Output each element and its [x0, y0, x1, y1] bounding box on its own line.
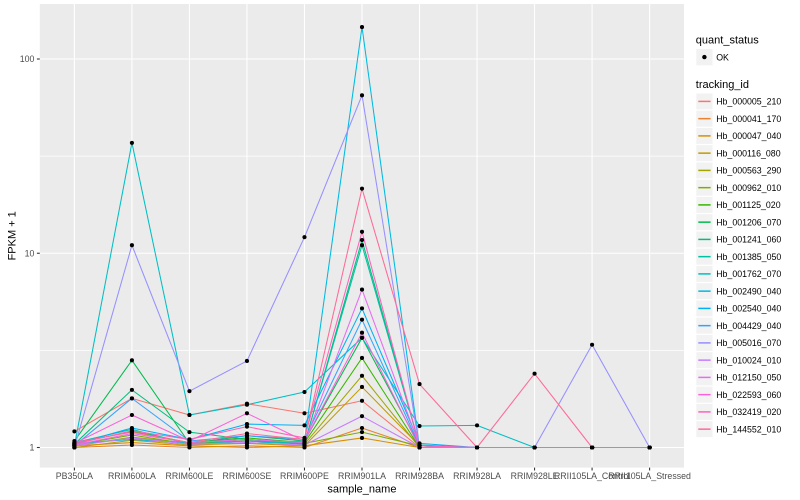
svg-text:Hb_000563_290: Hb_000563_290 [716, 166, 781, 176]
svg-text:Hb_000041_170: Hb_000041_170 [716, 114, 781, 124]
svg-text:Hb_001762_070: Hb_001762_070 [716, 269, 781, 279]
svg-text:Hb_012150_050: Hb_012150_050 [716, 373, 781, 383]
svg-text:RRIM928LE: RRIM928LE [511, 471, 559, 481]
svg-text:Hb_001241_060: Hb_001241_060 [716, 235, 781, 245]
svg-text:1: 1 [29, 443, 34, 453]
svg-text:OK: OK [716, 52, 729, 62]
svg-text:Hb_005016_070: Hb_005016_070 [716, 338, 781, 348]
svg-text:Hb_002490_040: Hb_002490_040 [716, 286, 781, 296]
svg-text:RRIM928LA: RRIM928LA [453, 471, 501, 481]
svg-text:sample_name: sample_name [327, 484, 396, 496]
svg-text:Hb_001125_020: Hb_001125_020 [716, 200, 781, 210]
svg-text:10: 10 [25, 248, 35, 258]
svg-text:RRIM928BA: RRIM928BA [395, 471, 444, 481]
svg-text:RRIM600SE: RRIM600SE [223, 471, 272, 481]
svg-text:Hb_000962_010: Hb_000962_010 [716, 183, 781, 193]
svg-text:Hb_010024_010: Hb_010024_010 [716, 355, 781, 365]
svg-text:RRIM600PE: RRIM600PE [280, 471, 329, 481]
svg-text:Hb_022593_060: Hb_022593_060 [716, 390, 781, 400]
svg-text:RRII105LA_Stressed: RRII105LA_Stressed [608, 471, 691, 481]
svg-text:Hb_004429_040: Hb_004429_040 [716, 321, 781, 331]
svg-text:Hb_144552_010: Hb_144552_010 [716, 424, 781, 434]
svg-text:Hb_001206_070: Hb_001206_070 [716, 217, 781, 227]
svg-text:PB350LA: PB350LA [56, 471, 93, 481]
svg-text:Hb_032419_020: Hb_032419_020 [716, 407, 781, 417]
svg-text:RRIM901LA: RRIM901LA [338, 471, 386, 481]
svg-text:Hb_000005_210: Hb_000005_210 [716, 97, 781, 107]
svg-text:RRIM600LA: RRIM600LA [108, 471, 156, 481]
svg-text:tracking_id: tracking_id [696, 79, 749, 91]
svg-text:Hb_000047_040: Hb_000047_040 [716, 131, 781, 141]
svg-text:FPKM + 1: FPKM + 1 [7, 211, 19, 260]
svg-text:RRII105LA_Control: RRII105LA_Control [554, 471, 630, 481]
svg-text:Hb_001385_050: Hb_001385_050 [716, 252, 781, 262]
svg-text:RRIM600LE: RRIM600LE [165, 471, 213, 481]
svg-text:Hb_000116_080: Hb_000116_080 [716, 148, 781, 158]
svg-text:Hb_002540_040: Hb_002540_040 [716, 304, 781, 314]
svg-text:quant_status: quant_status [696, 35, 759, 47]
svg-text:100: 100 [20, 54, 35, 64]
